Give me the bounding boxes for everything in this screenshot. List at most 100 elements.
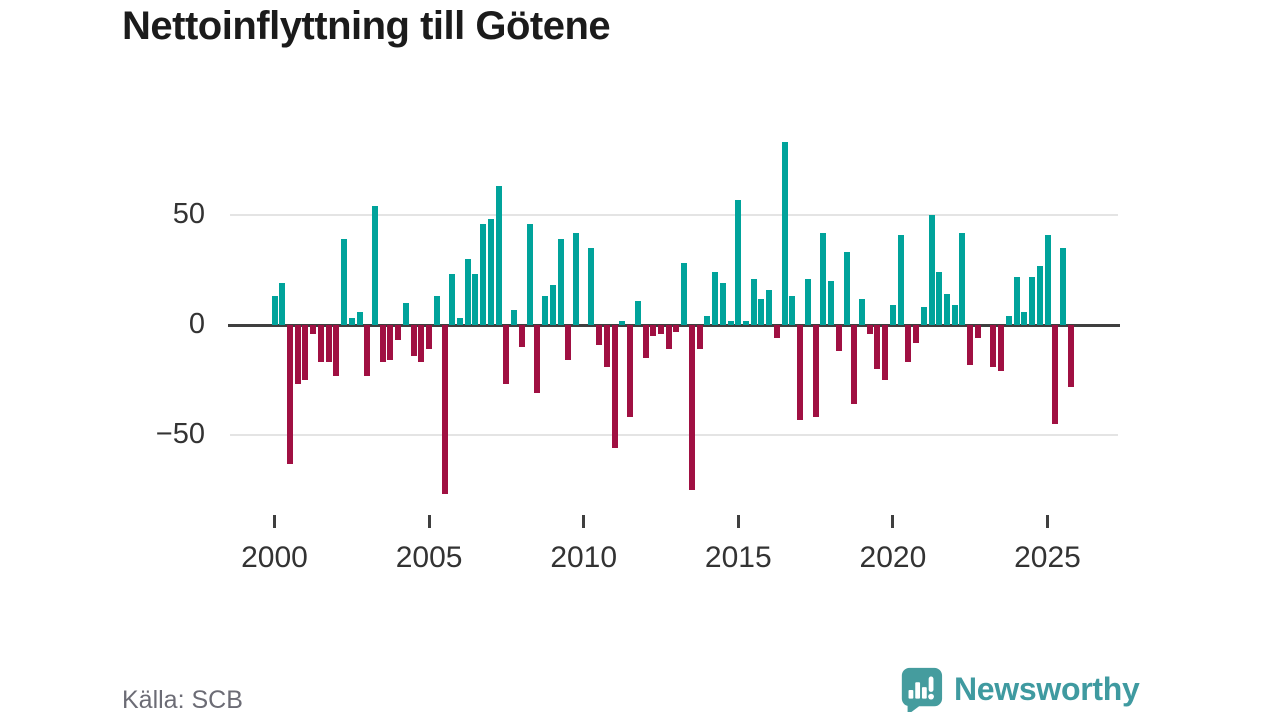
bar — [634, 300, 641, 325]
bar — [735, 199, 742, 325]
x-axis-label: 2000 — [241, 541, 308, 574]
x-axis-tick — [736, 515, 740, 528]
bar — [1013, 276, 1020, 325]
newsworthy-wordmark: Newsworthy — [954, 670, 1140, 707]
bar — [627, 325, 634, 418]
x-axis-tick — [1046, 515, 1049, 528]
bar — [279, 283, 286, 325]
x-axis-label: 2015 — [704, 541, 772, 574]
bar — [441, 325, 448, 495]
bar — [673, 325, 680, 332]
bar — [1044, 234, 1051, 325]
bar — [1021, 311, 1028, 325]
bar — [967, 325, 974, 365]
bar — [944, 294, 950, 325]
bar — [511, 309, 518, 325]
bar — [704, 316, 711, 325]
x-axis-label: 2005 — [395, 541, 463, 574]
bar — [990, 325, 997, 367]
bar — [658, 325, 664, 334]
bar — [650, 325, 657, 336]
newsworthy-bubble-icon — [901, 667, 943, 712]
bar — [333, 325, 340, 376]
x-axis-tick — [427, 515, 431, 528]
bar — [928, 215, 935, 325]
bar — [828, 281, 835, 325]
newsworthy-logo: Newsworthy — [898, 666, 1140, 712]
bar — [719, 283, 726, 325]
bar — [410, 325, 417, 356]
bar — [773, 325, 780, 339]
bar — [503, 325, 510, 385]
bar — [356, 311, 363, 325]
bar — [843, 252, 850, 325]
y-axis-label: 0 — [188, 308, 205, 340]
bar — [688, 325, 695, 490]
y-axis-label: 50 — [172, 198, 205, 230]
x-axis-label: 2010 — [550, 541, 618, 574]
bar — [402, 303, 409, 325]
bar — [681, 263, 688, 325]
bar — [495, 186, 502, 325]
bar — [286, 325, 293, 464]
bar — [951, 305, 958, 325]
bar — [797, 325, 804, 420]
bar — [665, 325, 672, 350]
bar — [348, 318, 355, 325]
source-caption: Källa: SCB — [122, 686, 243, 714]
bar — [766, 289, 773, 325]
bar — [858, 298, 865, 325]
bar — [565, 325, 572, 361]
bar — [1036, 265, 1043, 325]
bar — [1059, 248, 1066, 325]
bar — [487, 219, 494, 325]
gridline — [230, 214, 1118, 216]
bar — [449, 274, 456, 325]
bar — [271, 296, 278, 325]
bar — [913, 325, 920, 343]
gridline — [230, 434, 1118, 436]
bar — [781, 142, 788, 325]
x-axis-tick — [891, 515, 895, 528]
bar — [572, 232, 579, 325]
bar — [480, 223, 487, 325]
bar — [642, 325, 649, 358]
bar — [974, 325, 981, 339]
bar — [464, 259, 471, 325]
bar — [418, 325, 425, 363]
bar — [317, 325, 324, 363]
bar — [433, 296, 440, 325]
bar — [789, 296, 796, 325]
bar — [882, 325, 889, 380]
bar — [302, 325, 309, 380]
bar — [549, 285, 556, 325]
bar — [889, 305, 896, 325]
bar — [1067, 325, 1074, 387]
bar — [743, 320, 750, 325]
x-axis-label: 2025 — [1014, 541, 1081, 574]
bar — [1052, 325, 1059, 424]
bar — [897, 234, 904, 325]
bar — [426, 325, 433, 350]
x-axis-tick — [273, 515, 276, 528]
bar — [557, 239, 564, 325]
x-axis-label: 2020 — [859, 541, 927, 574]
bar — [936, 272, 943, 325]
bar — [851, 325, 858, 405]
bar — [959, 232, 966, 325]
bar — [820, 232, 827, 325]
bar — [395, 325, 402, 341]
bar — [1005, 316, 1012, 325]
bar — [905, 325, 912, 363]
bar — [696, 325, 703, 350]
bar — [294, 325, 301, 385]
bar — [998, 325, 1005, 372]
bar — [526, 223, 533, 325]
bar — [1029, 276, 1036, 325]
bar — [804, 278, 811, 325]
bar — [603, 325, 610, 367]
bar — [835, 325, 842, 352]
bar — [874, 325, 881, 369]
bar — [364, 325, 371, 376]
